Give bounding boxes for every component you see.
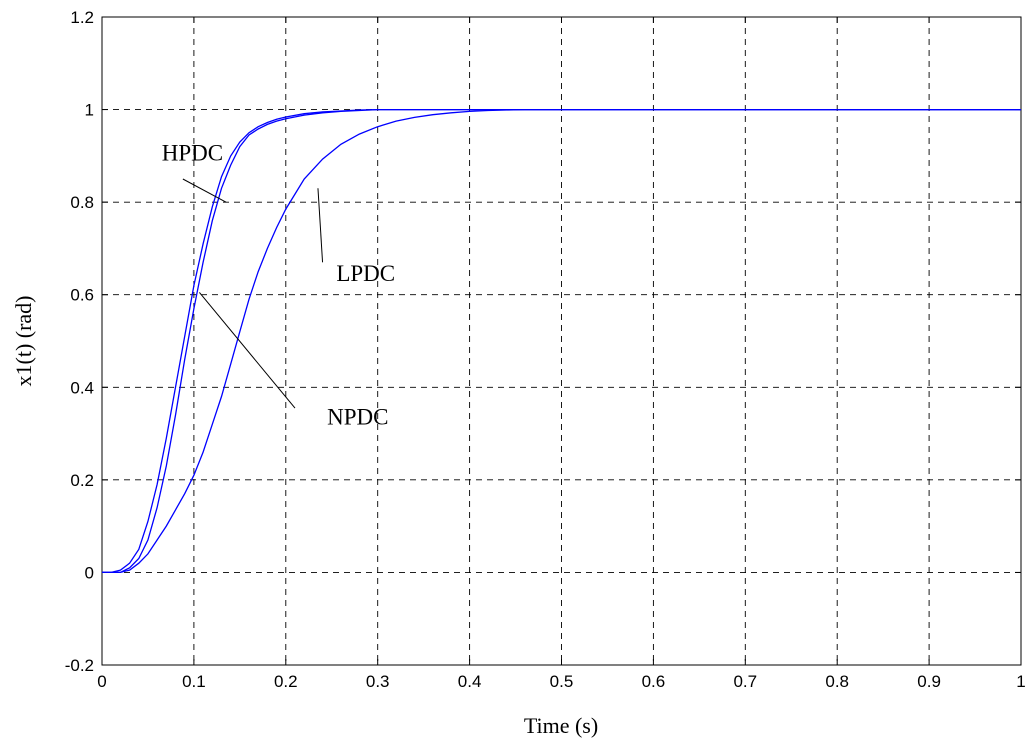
x-tick-label: 0.2 (274, 672, 298, 691)
annotation-leader-hpdc (182, 178, 227, 203)
series-lines (102, 108, 1021, 574)
x-tick-label: 0.5 (550, 672, 574, 691)
x-tick-label: 0.7 (733, 672, 757, 691)
x-tick-label: 0 (97, 672, 106, 691)
x-tick-label: 0.8 (825, 672, 849, 691)
x-tick-label: 0.1 (182, 672, 206, 691)
annotation-lpdc: LPDC (336, 261, 395, 286)
grid (102, 17, 1021, 665)
y-tick-label: 1.2 (70, 8, 94, 27)
y-tick-label: -0.2 (65, 656, 94, 675)
y-tick-label: 0.6 (70, 286, 94, 305)
y-tick-label: 0 (85, 563, 94, 582)
annotation-leader-npdc (199, 292, 296, 409)
x-tick-label: 0.6 (642, 672, 666, 691)
y-tick-label: 0.4 (70, 378, 94, 397)
x-tick-label: 0.4 (458, 672, 482, 691)
annotation-hpdc: HPDC (162, 140, 223, 165)
annotations: HPDC NPDC LPDC (162, 140, 395, 429)
x-tick-label: 0.3 (366, 672, 390, 691)
y-axis-label: x1(t) (rad) (11, 295, 36, 386)
y-tick-label: 0.2 (70, 471, 94, 490)
x-tick-label: 1 (1016, 672, 1025, 691)
annotation-leader-lpdc (317, 188, 324, 263)
annotation-npdc: NPDC (327, 404, 388, 429)
series-line-lpdc (102, 108, 1021, 574)
x-tick-label: 0.9 (917, 672, 941, 691)
axis-ticks: 0 0.1 0.2 0.3 0.4 0.5 0.6 0.7 0.8 0.9 1-0.200.20.4… (65, 8, 1026, 691)
y-tick-label: 0.8 (70, 193, 94, 212)
x-axis-label: Time (s) (524, 713, 598, 738)
y-tick-label: 1 (85, 101, 94, 120)
